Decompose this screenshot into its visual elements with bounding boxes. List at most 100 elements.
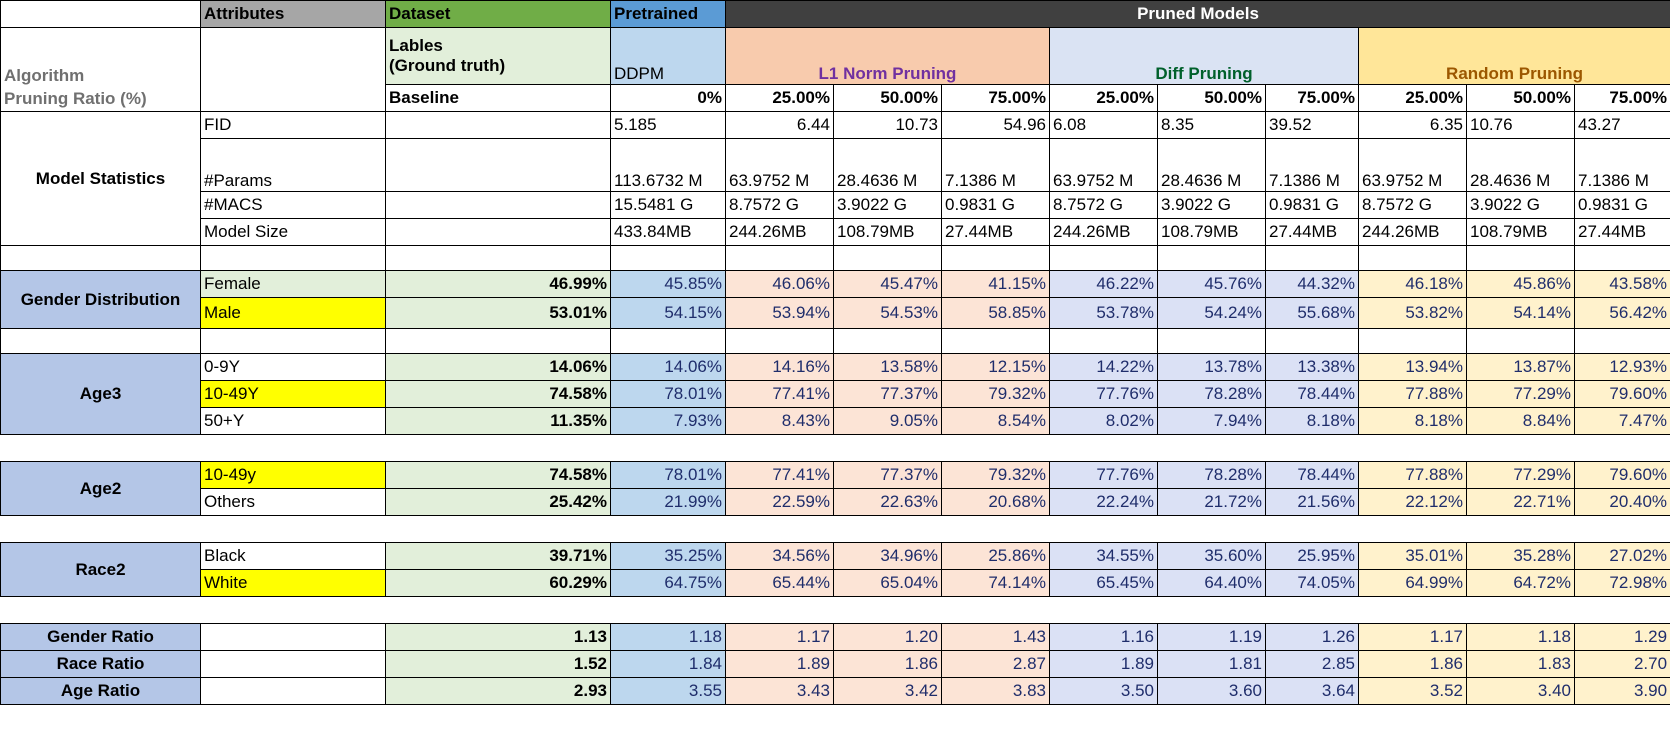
fid-value: 8.35 (1157, 111, 1266, 139)
value-cell: 77.29% (1466, 380, 1575, 408)
value-cell: 3.90 (1573, 677, 1670, 705)
value-cell: 1.89 (1049, 650, 1158, 678)
baseline-value: 39.71% (385, 542, 611, 570)
value-cell: 3.42 (833, 677, 942, 705)
age-ratio-row: Age Ratio 2.93 3.55 3.43 3.42 3.83 3.50 … (0, 677, 1670, 705)
spacer-row (0, 328, 1670, 354)
blank-cell (200, 677, 386, 705)
value-cell: 22.12% (1358, 488, 1467, 516)
macs-value: 0.9831 G (1265, 191, 1359, 219)
age3-row: 10-49Y 74.58% 78.01% 77.41% 77.37% 79.32… (1, 380, 1670, 408)
value-cell: 13.94% (1358, 353, 1467, 381)
value-cell: 35.28% (1466, 542, 1575, 570)
blank-cell (385, 191, 611, 219)
fid-row: Model Statistics FID 5.185 6.44 10.73 54… (0, 111, 1670, 246)
value-cell: 53.82% (1358, 297, 1467, 329)
value-cell: 8.02% (1049, 407, 1158, 435)
blank-cell (385, 218, 611, 246)
value-cell: 56.42% (1573, 297, 1670, 329)
algorithm-label-cell: Algorithm Pruning Ratio (%) (0, 27, 201, 112)
model-size-value: 108.79MB (1466, 218, 1575, 246)
baseline-value: 60.29% (385, 569, 611, 597)
baseline-value: 25.42% (385, 488, 611, 516)
spacer-row (0, 245, 1670, 271)
value-cell: 21.99% (610, 488, 726, 516)
value-cell: 14.16% (725, 353, 834, 381)
params-row: #Params 113.6732 M 63.9752 M 28.4636 M 7… (1, 138, 1670, 192)
value-cell: 1.81 (1157, 650, 1266, 678)
macs-row: #MACS 15.5481 G 8.7572 G 3.9022 G 0.9831… (1, 191, 1670, 219)
blank-cell (385, 138, 611, 192)
row-label: 10-49y (200, 461, 386, 489)
ratio-diff-75: 75.00% (1265, 84, 1359, 112)
value-cell: 1.89 (725, 650, 834, 678)
macs-value: 8.7572 G (1358, 191, 1467, 219)
value-cell: 7.47% (1573, 407, 1670, 435)
value-cell: 22.24% (1049, 488, 1158, 516)
params-value: 7.1386 M (1573, 138, 1670, 192)
value-cell: 8.54% (941, 407, 1050, 435)
ratio-l1-50: 50.00% (833, 84, 942, 112)
value-cell: 14.06% (610, 353, 726, 381)
model-size-value: 244.26MB (1049, 218, 1158, 246)
macs-value: 3.9022 G (1157, 191, 1266, 219)
pretrained-header: Pretrained (610, 0, 726, 28)
value-cell: 65.44% (725, 569, 834, 597)
ratio-random-50: 50.00% (1466, 84, 1575, 112)
blank-cell (0, 0, 201, 28)
race2-group: Race2 (0, 542, 201, 597)
labels-line1: Lables (389, 36, 443, 56)
value-cell: 74.05% (1265, 569, 1359, 597)
ratio-diff-25: 25.00% (1049, 84, 1158, 112)
value-cell: 54.14% (1466, 297, 1575, 329)
baseline-value: 74.58% (385, 461, 611, 489)
baseline-value: 53.01% (385, 297, 611, 329)
value-cell: 20.40% (1573, 488, 1670, 516)
value-cell: 1.84 (610, 650, 726, 678)
macs-value: 8.7572 G (725, 191, 834, 219)
model-size-value: 244.26MB (1358, 218, 1467, 246)
macs-value: 15.5481 G (610, 191, 726, 219)
blank-cell (200, 623, 386, 651)
params-value: 113.6732 M (610, 138, 726, 192)
row-label: Female (200, 270, 386, 298)
value-cell: 1.29 (1573, 623, 1670, 651)
macs-value: 0.9831 G (941, 191, 1050, 219)
value-cell: 1.86 (1358, 650, 1467, 678)
macs-value: 0.9831 G (1573, 191, 1670, 219)
value-cell: 13.58% (833, 353, 942, 381)
value-cell: 34.56% (725, 542, 834, 570)
value-cell: 13.87% (1466, 353, 1575, 381)
value-cell: 3.43 (725, 677, 834, 705)
ratio-label: Race Ratio (0, 650, 201, 678)
value-cell: 64.75% (610, 569, 726, 597)
age2-group: Age2 (0, 461, 201, 516)
fid-value: 43.27 (1573, 111, 1670, 139)
value-cell: 1.16 (1049, 623, 1158, 651)
value-cell: 45.76% (1157, 270, 1266, 298)
value-cell: 77.37% (833, 380, 942, 408)
value-cell: 3.52 (1358, 677, 1467, 705)
row-label: 0-9Y (200, 353, 386, 381)
fid-value: 54.96 (941, 111, 1050, 139)
model-size-row: Model Size 433.84MB 244.26MB 108.79MB 27… (1, 218, 1670, 246)
value-cell: 8.18% (1358, 407, 1467, 435)
value-cell: 8.43% (725, 407, 834, 435)
value-cell: 58.85% (941, 297, 1050, 329)
row-label: 10-49Y (200, 380, 386, 408)
race2-row: White 60.29% 64.75% 65.44% 65.04% 74.14%… (1, 569, 1670, 597)
value-cell: 1.83 (1466, 650, 1575, 678)
value-cell: 77.76% (1049, 461, 1158, 489)
age2-row: Age2 10-49y 74.58% 78.01% 77.41% 77.37% … (0, 461, 1670, 516)
value-cell: 35.25% (610, 542, 726, 570)
model-size-value: 244.26MB (725, 218, 834, 246)
gap-row (1, 516, 1670, 543)
ratio-random-75: 75.00% (1573, 84, 1670, 112)
ratio-row: Baseline 0% 25.00% 50.00% 75.00% 25.00% … (1, 84, 1670, 112)
params-value: 28.4636 M (1466, 138, 1575, 192)
value-cell: 22.59% (725, 488, 834, 516)
value-cell: 78.28% (1157, 461, 1266, 489)
value-cell: 7.94% (1157, 407, 1266, 435)
row-label: Others (200, 488, 386, 516)
value-cell: 22.71% (1466, 488, 1575, 516)
